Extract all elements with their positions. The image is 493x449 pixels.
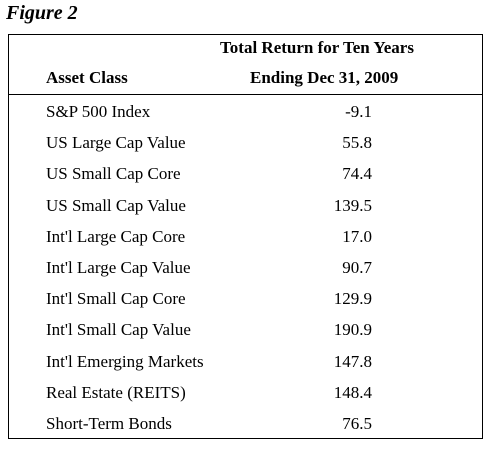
return-value: 55.8 xyxy=(342,133,372,153)
return-value: 148.4 xyxy=(333,382,372,402)
asset-class: Int'l Small Cap Value xyxy=(46,320,191,340)
asset-class: Real Estate (REITS) xyxy=(46,382,186,402)
asset-class: Int'l Large Cap Core xyxy=(46,226,186,246)
return-value: -9.1 xyxy=(345,102,372,121)
table-frame xyxy=(8,34,483,439)
asset-class: US Small Cap Core xyxy=(46,164,181,184)
header-rule xyxy=(8,94,483,95)
column-header: Ending Dec 31, 2009 xyxy=(250,68,399,87)
asset-class: Int'l Emerging Markets xyxy=(46,351,204,371)
asset-class: Int'l Large Cap Value xyxy=(46,258,191,277)
asset-class: US Large Cap Value xyxy=(46,133,186,153)
asset-class: US Small Cap Value xyxy=(46,195,186,215)
column-header: Asset Class xyxy=(46,68,128,87)
return-value: 129.9 xyxy=(333,289,372,309)
return-value: 76.5 xyxy=(342,414,372,433)
return-value: 90.7 xyxy=(342,258,372,277)
asset-class: Short-Term Bonds xyxy=(46,414,172,433)
return-value: 147.8 xyxy=(333,351,372,371)
return-value: 17.0 xyxy=(342,226,372,246)
column-header: Total Return for Ten Years xyxy=(220,38,414,57)
asset-class: Int'l Small Cap Core xyxy=(46,289,186,309)
return-value: 74.4 xyxy=(342,164,372,184)
return-value: 190.9 xyxy=(333,320,372,340)
asset-class: S&P 500 Index xyxy=(46,102,151,121)
return-value: 139.5 xyxy=(333,195,372,215)
figure-title: Figure 2 xyxy=(6,2,78,24)
